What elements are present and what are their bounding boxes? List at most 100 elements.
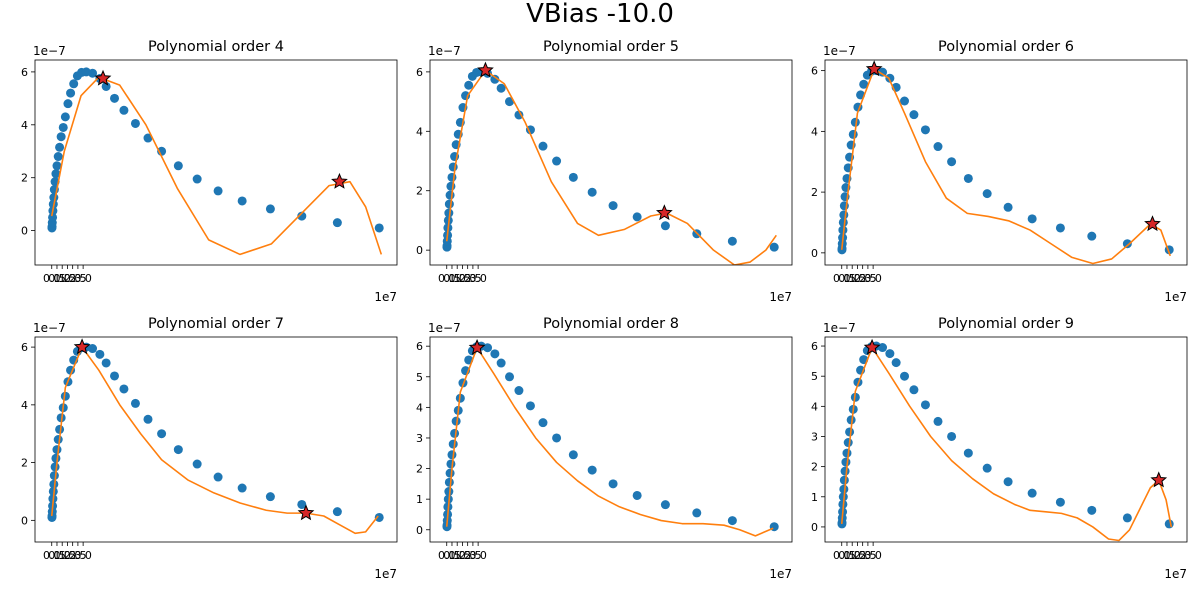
subplot-3: Polynomial order 6 1e−7 1e7 0.00.51.01.52.0… [811, 39, 1188, 304]
scatter-point [50, 462, 60, 472]
y-tick-label: 5 [416, 371, 423, 384]
y-tick-label: 2 [416, 463, 423, 476]
scatter-point [444, 487, 454, 497]
scatter-point [845, 427, 855, 437]
scatter-point [692, 508, 702, 518]
scatter-point [839, 475, 849, 485]
scatter-point [192, 459, 202, 469]
fit-curve [50, 346, 379, 535]
scatter-point [63, 99, 73, 109]
x-tick-label: 2.5 [69, 272, 87, 285]
scatter-point [1164, 519, 1174, 529]
scatter-point [947, 431, 957, 441]
plot-area [47, 338, 384, 535]
scatter-point [839, 484, 849, 494]
scatter-point [878, 67, 888, 77]
extremum-star [73, 338, 91, 355]
scatter-point [840, 466, 850, 476]
y-tick-label: 6 [416, 340, 423, 353]
scatter-point [769, 242, 779, 252]
scatter-point [101, 358, 111, 368]
scatter-point [332, 218, 342, 228]
scatter-point [88, 68, 98, 78]
scatter-point [846, 415, 856, 425]
scatter-point [444, 208, 454, 218]
scatter-point [443, 494, 453, 504]
y-tick-label: 3 [416, 432, 423, 445]
scatter-point [839, 210, 849, 220]
scatter-point [130, 118, 140, 128]
scatter-point [727, 236, 737, 246]
scatter-point [538, 141, 548, 151]
y-tick-label: 0 [21, 225, 28, 238]
scatter-point [525, 401, 535, 411]
scatter-point [69, 79, 79, 89]
y-tick-label: 0 [811, 247, 818, 260]
y-tick-label: 0 [416, 244, 423, 257]
x-tick-label: 3.0 [469, 272, 487, 285]
scatter-point [1003, 202, 1013, 212]
scatter-point [982, 463, 992, 473]
x-tick-label: 0.0 [438, 272, 456, 285]
scatter-point [490, 74, 500, 84]
scatter-point [450, 428, 460, 438]
subplot-title: Polynomial order 6 [938, 39, 1074, 55]
x-tick-label: 2.0 [854, 549, 872, 562]
y-tick-label: 0 [811, 521, 818, 534]
scatter-point [237, 196, 247, 206]
scatter-point [49, 479, 59, 489]
y-offset-label: 1e−7 [428, 321, 461, 335]
fit-curve [840, 68, 1172, 265]
figure-suptitle: VBias -10.0 [526, 0, 674, 29]
scatter-point [1003, 477, 1013, 487]
x-tick-label: 1.5 [454, 272, 472, 285]
scatter-point [51, 453, 61, 463]
x-tick-label: 2.0 [64, 549, 82, 562]
scatter-point [632, 212, 642, 222]
x-tick-label: 0.0 [43, 272, 61, 285]
scatter-point [143, 133, 153, 143]
scatter-point [213, 186, 223, 196]
y-tick-label: 6 [21, 341, 28, 354]
y-tick-label: 3 [811, 430, 818, 443]
scatter-point [447, 450, 457, 460]
x-tick-label: 1.5 [59, 549, 77, 562]
y-tick-label: 4 [21, 119, 28, 132]
x-tick-label: 3.0 [864, 549, 882, 562]
subplot-2: Polynomial order 5 1e−7 1e7 0.00.51.01.52.0… [416, 39, 793, 304]
extremum-star [1150, 471, 1168, 488]
scatter-point [496, 358, 506, 368]
scatter-point [451, 416, 461, 426]
scatter-point [920, 125, 930, 135]
scatter-point [110, 371, 120, 381]
scatter-point [900, 371, 910, 381]
scatter-point [920, 400, 930, 410]
x-tick-label: 2.0 [459, 549, 477, 562]
scatter-point [51, 169, 61, 179]
axes-frame [429, 59, 793, 266]
extremum-star [865, 60, 883, 77]
scatter-point [49, 193, 59, 203]
scatter-point [53, 152, 63, 162]
scatter-point [505, 372, 515, 382]
scatter-point [963, 173, 973, 183]
subplot-title: Polynomial order 5 [543, 39, 679, 55]
scatter-point [56, 132, 66, 142]
scatter-point [568, 172, 578, 182]
scatter-point [60, 391, 70, 401]
subplot-4: Polynomial order 7 1e−7 1e7 0.00.51.01.52.0… [21, 316, 398, 581]
scatter-point [52, 161, 62, 171]
y-tick-label: 2 [21, 457, 28, 470]
x-tick-label: 2.5 [859, 549, 877, 562]
scatter-point [838, 225, 848, 235]
subplot-title: Polynomial order 8 [543, 316, 679, 332]
y-tick-label: 6 [416, 66, 423, 79]
x-tick-label: 0.0 [833, 549, 851, 562]
scatter-point [52, 445, 62, 455]
y-tick-label: 4 [416, 125, 423, 138]
scatter-point [1027, 214, 1037, 224]
scatter-point [265, 492, 275, 502]
plot-area [837, 60, 1174, 265]
extremum-star [94, 69, 112, 86]
scatter-point [95, 349, 105, 359]
